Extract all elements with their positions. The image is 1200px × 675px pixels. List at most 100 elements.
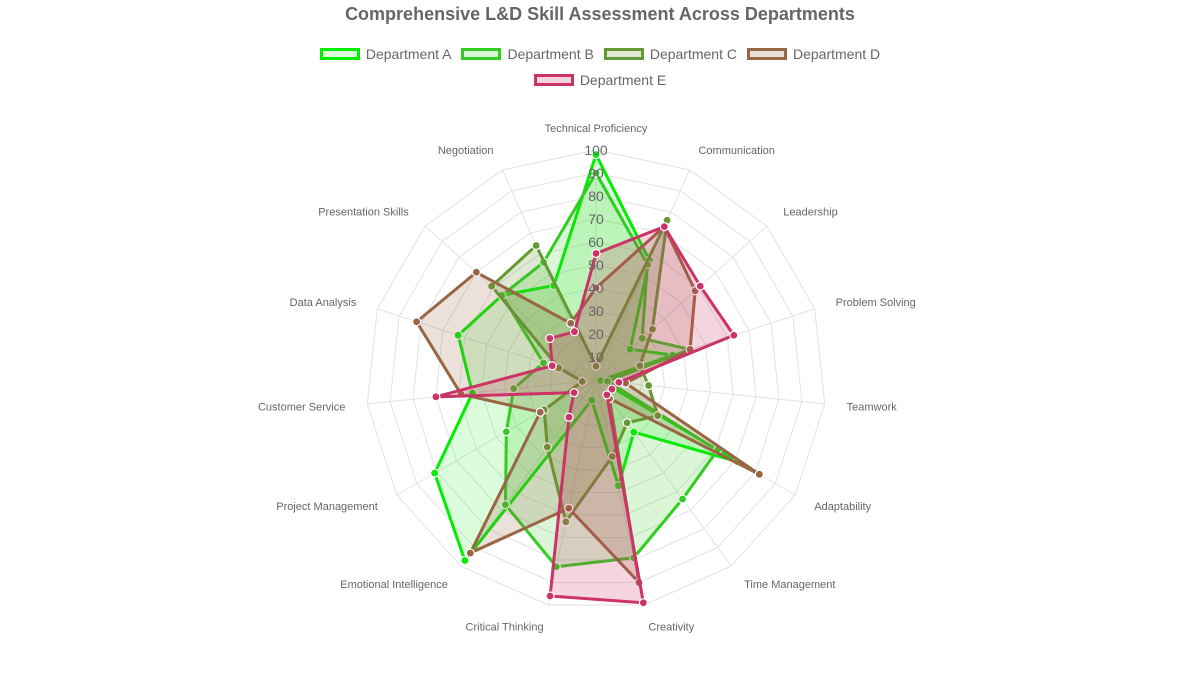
legend-label: Department E <box>579 72 667 88</box>
grid-spoke <box>424 225 597 381</box>
legend-swatch-icon <box>533 74 574 86</box>
axis-label: Leadership <box>783 206 837 218</box>
grid-ring <box>366 149 826 606</box>
data-point[interactable] <box>591 150 601 160</box>
legend-swatch-icon <box>746 48 787 60</box>
data-point[interactable] <box>591 248 601 259</box>
axis-label: Teamwork <box>847 401 898 413</box>
data-point[interactable] <box>412 317 422 327</box>
tick-label: 40 <box>588 280 604 296</box>
grid-ring <box>526 310 666 448</box>
data-point[interactable] <box>531 240 541 251</box>
data-point[interactable] <box>607 384 617 394</box>
data-point[interactable] <box>591 168 601 178</box>
data-point[interactable] <box>614 377 624 388</box>
legend-label: Department B <box>507 46 594 62</box>
data-point[interactable] <box>587 395 597 405</box>
series-department-e[interactable] <box>431 222 739 608</box>
data-point[interactable] <box>471 267 481 277</box>
data-point[interactable] <box>561 517 571 527</box>
data-point[interactable] <box>591 283 601 293</box>
data-point[interactable] <box>647 324 658 334</box>
tick-label: 80 <box>588 188 604 204</box>
axis-label: Problem Solving <box>836 297 916 309</box>
data-point[interactable] <box>535 407 545 417</box>
legend-swatch-icon <box>603 48 644 60</box>
series-department-a[interactable] <box>430 150 743 566</box>
data-point[interactable] <box>564 503 574 513</box>
data-point[interactable] <box>460 555 470 566</box>
tick-label: 70 <box>588 211 604 227</box>
data-point[interactable] <box>602 390 612 400</box>
legend-item-department-b[interactable]: Department B <box>461 44 594 64</box>
legend-item-department-a[interactable]: Department A <box>319 44 452 64</box>
grid-ring <box>549 333 643 426</box>
data-point[interactable] <box>545 591 555 601</box>
data-point[interactable] <box>653 411 663 421</box>
series-area <box>433 153 739 562</box>
data-point[interactable] <box>659 222 669 232</box>
tick-label: 50 <box>588 257 604 273</box>
data-point[interactable] <box>754 469 764 479</box>
data-point[interactable] <box>509 384 519 394</box>
series-area <box>490 218 669 524</box>
tick-label: 20 <box>588 326 604 342</box>
grid-spoke <box>595 379 825 405</box>
grid-spoke <box>595 225 768 381</box>
axis-label: Critical Thinking <box>466 621 544 633</box>
data-point[interactable] <box>644 380 654 391</box>
legend-swatch-icon <box>319 48 360 60</box>
data-point[interactable] <box>545 333 555 344</box>
data-point[interactable] <box>638 598 648 608</box>
axis-label: Communication <box>698 145 774 157</box>
axis-label: Adaptability <box>814 501 871 513</box>
data-point[interactable] <box>637 333 647 344</box>
data-point[interactable] <box>591 361 601 371</box>
data-point[interactable] <box>729 330 739 340</box>
data-point[interactable] <box>566 318 576 328</box>
legend-item-department-e[interactable]: Department E <box>533 70 667 90</box>
tick-label: 60 <box>588 234 604 250</box>
axis-label: Presentation Skills <box>318 206 409 218</box>
legend-swatch-icon <box>461 48 502 60</box>
legend-label: Department D <box>792 46 881 62</box>
legend-item-department-c[interactable]: Department C <box>603 44 737 64</box>
data-point[interactable] <box>622 418 632 428</box>
data-point[interactable] <box>430 468 440 478</box>
legend-label: Department A <box>365 46 452 62</box>
grid-spoke <box>396 379 597 496</box>
data-point[interactable] <box>501 427 511 437</box>
data-point[interactable] <box>577 376 587 387</box>
data-point[interactable] <box>602 376 613 386</box>
data-point[interactable] <box>635 361 645 371</box>
data-point[interactable] <box>569 388 579 398</box>
tick-label: 100 <box>584 142 608 158</box>
data-point[interactable] <box>542 442 552 452</box>
axis-label: Project Management <box>276 501 378 513</box>
grid-spoke <box>595 379 732 567</box>
grid-ring <box>572 356 620 403</box>
legend: Department A Department B Department C D… <box>0 44 1200 90</box>
axis-labels: Technical Proficiency Communication Leader… <box>258 123 916 633</box>
grid-ring <box>458 241 734 516</box>
data-point[interactable] <box>569 327 580 337</box>
axis-label: Creativity <box>648 621 694 633</box>
data-point[interactable] <box>465 548 475 558</box>
data-point[interactable] <box>629 427 639 437</box>
data-point[interactable] <box>547 361 557 371</box>
radar-series <box>412 150 764 608</box>
data-point[interactable] <box>625 344 635 354</box>
grid-ring <box>389 172 803 583</box>
data-point[interactable] <box>453 330 463 340</box>
data-point[interactable] <box>500 500 511 510</box>
radial-tick-labels: 10 20 30 40 50 60 70 80 90 100 <box>584 142 608 365</box>
axis-label: Technical Proficiency <box>545 123 648 135</box>
data-point[interactable] <box>564 412 574 422</box>
data-point[interactable] <box>695 281 705 291</box>
data-point[interactable] <box>431 392 441 402</box>
series-area <box>434 225 736 605</box>
grid-spoke <box>595 169 691 381</box>
legend-item-department-d[interactable]: Department D <box>746 44 881 64</box>
data-point[interactable] <box>677 494 688 504</box>
